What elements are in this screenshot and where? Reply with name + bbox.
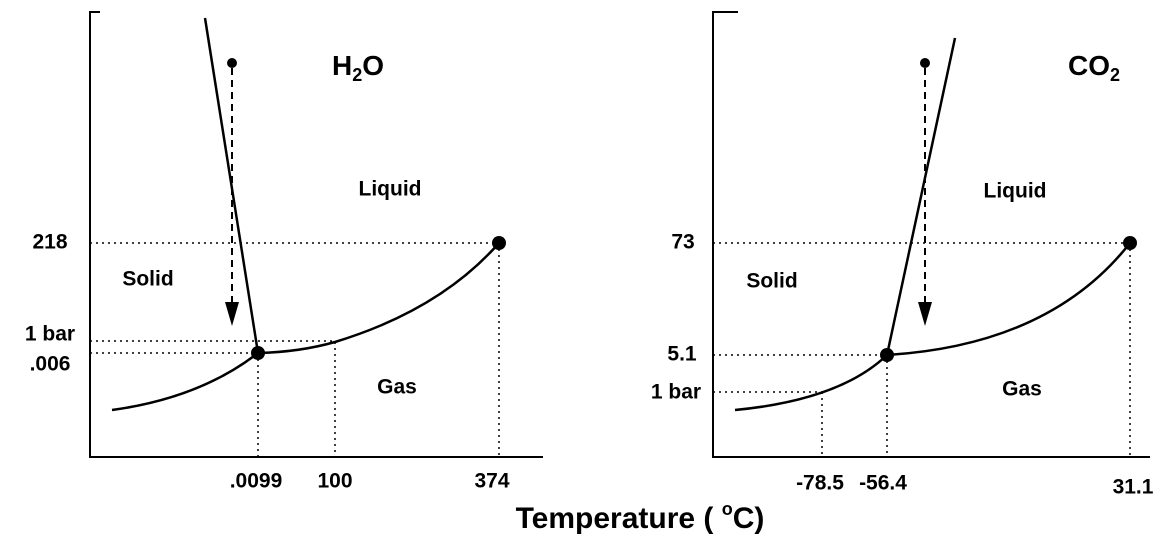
temperature-label: .0099	[230, 470, 283, 493]
sublimation-curve	[111, 352, 259, 412]
pressure-label: 73	[671, 231, 694, 254]
temperature-label: -56.4	[859, 472, 907, 495]
text-part: C)	[733, 502, 765, 535]
vaporization-curve	[886, 242, 1131, 357]
axis-label: Temperature ( oC)	[516, 499, 765, 535]
pressure-label: 1 bar	[25, 323, 75, 346]
text-part: O	[362, 50, 384, 81]
formula: CO2	[1068, 50, 1120, 84]
arrow-head	[918, 302, 932, 326]
axes	[712, 11, 1150, 458]
arrow-head	[225, 302, 239, 326]
text-part: 2	[1110, 65, 1120, 85]
triple-point	[251, 346, 265, 360]
vaporization-curve	[257, 242, 500, 355]
temperature-label: -78.5	[796, 472, 844, 495]
axes	[89, 11, 543, 458]
pressure-label: 5.1	[667, 343, 697, 366]
h2o-panel: H2O Liquid Solid Gas 218 1 bar .006 .009…	[25, 11, 543, 493]
region-label: Liquid	[359, 178, 422, 201]
region-label: Solid	[122, 268, 173, 291]
text-part: H	[332, 50, 352, 81]
region-label: Gas	[1002, 378, 1042, 401]
sublimation-curve	[734, 354, 888, 412]
melting-line	[885, 37, 957, 356]
region-label: Liquid	[984, 180, 1047, 203]
text-part: o	[722, 499, 733, 519]
region-label: Gas	[377, 376, 417, 399]
pressure-label: .006	[30, 353, 71, 376]
temperature-label: 374	[474, 470, 509, 493]
melting-line	[203, 17, 260, 354]
temperature-label: 31.1	[1113, 476, 1154, 499]
region-label: Solid	[746, 270, 797, 293]
pressure-label: 1 bar	[651, 381, 701, 404]
formula: H2O	[332, 50, 384, 84]
temperature-label: 100	[317, 470, 352, 493]
text-part: 2	[352, 65, 362, 85]
guide-lines	[90, 242, 500, 457]
critical-point	[492, 236, 506, 250]
text-part: CO	[1068, 50, 1110, 81]
pressure-label: 218	[32, 231, 67, 254]
co2-panel: CO2 Liquid Solid Gas 73 5.1 1 bar -78.5 …	[651, 11, 1154, 499]
triple-point	[880, 348, 894, 362]
text-part: Temperature (	[516, 502, 722, 535]
start-point	[920, 58, 930, 68]
start-point	[227, 58, 237, 68]
critical-point	[1123, 236, 1137, 250]
guide-lines	[713, 242, 1131, 457]
